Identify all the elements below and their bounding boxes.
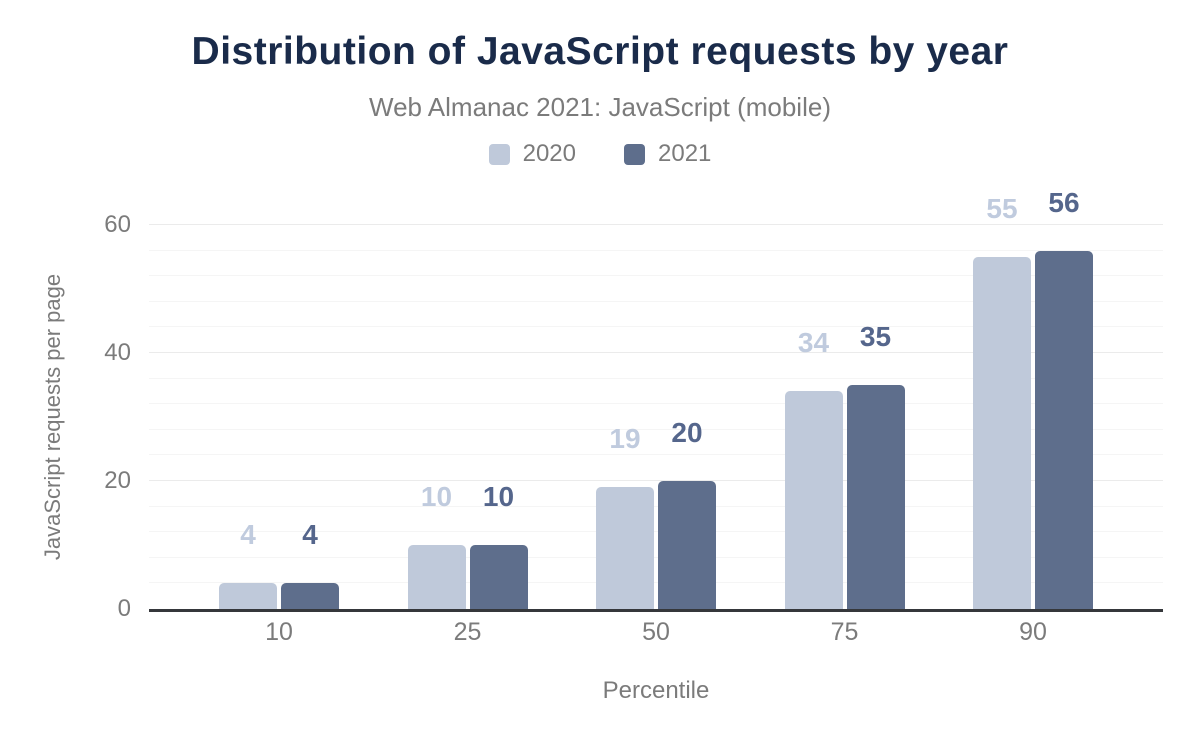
bar-2020-p90[interactable] bbox=[973, 257, 1031, 609]
minor-gridline bbox=[149, 300, 1163, 302]
legend-item-2021: 2021 bbox=[624, 140, 711, 168]
bar-value-label: 10 bbox=[420, 481, 453, 512]
bar-2021-p10[interactable] bbox=[281, 583, 339, 609]
minor-gridline bbox=[149, 377, 1163, 379]
legend-label: 2020 bbox=[522, 140, 576, 167]
minor-gridline bbox=[149, 454, 1163, 456]
minor-gridline bbox=[149, 275, 1163, 277]
minor-gridline bbox=[149, 556, 1163, 558]
minor-gridline bbox=[149, 505, 1163, 507]
bar-value-label: 34 bbox=[797, 327, 830, 359]
minor-gridline bbox=[149, 531, 1163, 533]
x-axis-line bbox=[149, 609, 1163, 612]
y-tick-label: 60 bbox=[104, 211, 131, 238]
x-tick-label: 75 bbox=[830, 618, 859, 646]
x-tick-label: 50 bbox=[642, 618, 670, 646]
y-tick-label: 40 bbox=[104, 339, 131, 366]
minor-gridline bbox=[149, 582, 1163, 584]
bar-value-label: 35 bbox=[859, 321, 892, 352]
bar-value-label: 4 bbox=[240, 519, 256, 551]
minor-gridline bbox=[149, 403, 1163, 405]
bar-2021-p90[interactable] bbox=[1035, 250, 1093, 609]
bar-2021-p25[interactable] bbox=[469, 545, 528, 609]
major-gridline bbox=[149, 480, 1163, 481]
x-tick-label: 90 bbox=[1019, 618, 1047, 646]
bar-2021-p50[interactable] bbox=[658, 481, 716, 609]
bar-2020-p75[interactable] bbox=[784, 391, 843, 609]
bar-2021-p75[interactable] bbox=[846, 385, 905, 609]
bar-2020-p25[interactable] bbox=[407, 545, 466, 609]
legend-item-2020: 2020 bbox=[488, 140, 576, 168]
bar-value-label: 10 bbox=[482, 481, 515, 512]
y-tick-labels: 0 20 40 60 bbox=[40, 213, 131, 621]
x-tick-labels: 10 25 50 75 90 bbox=[149, 618, 1163, 648]
major-gridline bbox=[149, 224, 1163, 225]
x-tick-label: 10 bbox=[265, 618, 293, 646]
legend: 2020 2021 bbox=[0, 140, 1200, 168]
bar-value-label: 55 bbox=[986, 193, 1018, 224]
bar-value-label: 20 bbox=[671, 417, 703, 448]
bar-value-label: 56 bbox=[1048, 186, 1080, 218]
minor-gridline bbox=[149, 428, 1163, 430]
plot-area: 4 4 10 10 19 20 34 35 55 56 bbox=[149, 188, 1163, 609]
bar-value-label: 19 bbox=[609, 423, 641, 455]
bar-2020-p50[interactable] bbox=[596, 487, 654, 609]
legend-swatch bbox=[488, 143, 510, 165]
x-tick-label: 25 bbox=[453, 618, 482, 646]
major-gridline bbox=[149, 352, 1163, 353]
x-axis-title: Percentile bbox=[602, 677, 710, 704]
chart-subtitle: Web Almanac 2021: JavaScript (mobile) bbox=[369, 92, 831, 122]
chart-title: Distribution of JavaScript requests by y… bbox=[191, 30, 1009, 73]
y-tick-label: 0 bbox=[117, 595, 131, 622]
y-tick-label: 20 bbox=[104, 467, 131, 494]
minor-gridline bbox=[149, 249, 1163, 251]
legend-label: 2021 bbox=[658, 140, 712, 167]
minor-gridline bbox=[149, 326, 1163, 328]
bar-2020-p10[interactable] bbox=[219, 583, 277, 609]
legend-swatch bbox=[624, 143, 645, 165]
bar-value-label: 4 bbox=[302, 519, 318, 551]
